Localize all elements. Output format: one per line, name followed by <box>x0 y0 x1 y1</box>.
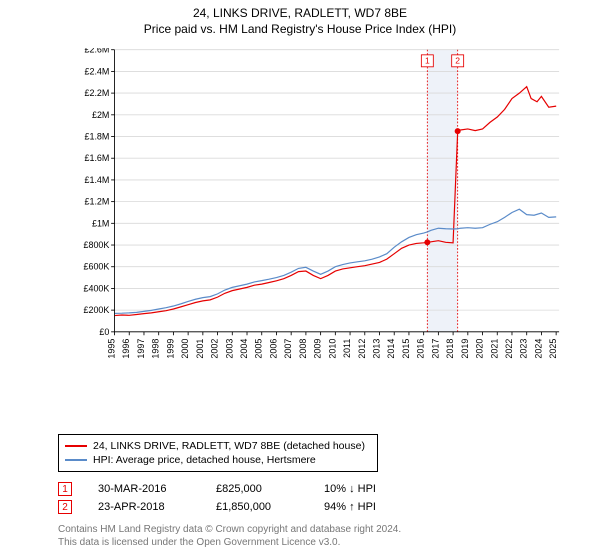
svg-text:1995: 1995 <box>107 339 117 359</box>
svg-text:2019: 2019 <box>460 339 470 359</box>
sale-price: £1,850,000 <box>216 501 306 513</box>
credits: Contains HM Land Registry data © Crown c… <box>58 524 401 549</box>
legend-box: 24, LINKS DRIVE, RADLETT, WD7 8BE (detac… <box>58 434 378 472</box>
legend-swatch <box>65 445 87 447</box>
svg-text:2002: 2002 <box>210 339 220 359</box>
svg-text:2017: 2017 <box>430 339 440 359</box>
svg-text:2007: 2007 <box>283 339 293 359</box>
svg-text:2004: 2004 <box>239 339 249 359</box>
svg-text:2023: 2023 <box>519 339 529 359</box>
sale-date: 23-APR-2018 <box>98 501 198 513</box>
svg-text:£1.2M: £1.2M <box>84 197 109 207</box>
svg-text:2010: 2010 <box>327 339 337 359</box>
sale-price: £825,000 <box>216 483 306 495</box>
legend-label: 24, LINKS DRIVE, RADLETT, WD7 8BE (detac… <box>93 440 365 452</box>
svg-text:£1.6M: £1.6M <box>84 153 109 163</box>
svg-text:2018: 2018 <box>445 339 455 359</box>
svg-text:1997: 1997 <box>136 339 146 359</box>
svg-text:1998: 1998 <box>151 339 161 359</box>
svg-text:£1.4M: £1.4M <box>84 175 109 185</box>
credits-line-1: Contains HM Land Registry data © Crown c… <box>58 524 401 537</box>
svg-text:2016: 2016 <box>416 339 426 359</box>
svg-text:£1M: £1M <box>92 218 109 228</box>
chart-plot: 1 2 £0 £200K £400K £600K £800K £1M £1.2M £1.4M £1.… <box>58 48 578 378</box>
svg-text:2: 2 <box>455 56 460 66</box>
svg-text:2013: 2013 <box>371 339 381 359</box>
legend-item: HPI: Average price, detached house, Hert… <box>65 453 371 467</box>
sale-diff: 10% ↓ HPI <box>324 483 424 495</box>
svg-text:£400K: £400K <box>83 283 109 293</box>
svg-text:2021: 2021 <box>489 339 499 359</box>
sale-row: 1 30-MAR-2016 £825,000 10% ↓ HPI <box>58 480 424 498</box>
svg-text:2024: 2024 <box>533 339 543 359</box>
chart-titles: 24, LINKS DRIVE, RADLETT, WD7 8BE Price … <box>0 0 600 36</box>
svg-text:2011: 2011 <box>342 339 352 358</box>
svg-text:2006: 2006 <box>268 339 278 359</box>
svg-text:1999: 1999 <box>165 339 175 359</box>
sale-marker: 1 <box>58 482 72 496</box>
svg-text:£600K: £600K <box>83 262 109 272</box>
legend-item: 24, LINKS DRIVE, RADLETT, WD7 8BE (detac… <box>65 439 371 453</box>
svg-text:2020: 2020 <box>475 339 485 359</box>
chart-title-1: 24, LINKS DRIVE, RADLETT, WD7 8BE <box>0 6 600 20</box>
svg-text:2022: 2022 <box>504 339 514 359</box>
svg-text:£800K: £800K <box>83 240 109 250</box>
legend-label: HPI: Average price, detached house, Hert… <box>93 454 316 466</box>
svg-text:1: 1 <box>425 56 430 66</box>
chart-title-2: Price paid vs. HM Land Registry's House … <box>0 22 600 36</box>
svg-text:2015: 2015 <box>401 339 411 359</box>
svg-text:£200K: £200K <box>83 305 109 315</box>
sales-table: 1 30-MAR-2016 £825,000 10% ↓ HPI 2 23-APR-201… <box>58 480 424 516</box>
sale-date: 30-MAR-2016 <box>98 483 198 495</box>
legend-swatch <box>65 459 87 461</box>
svg-text:2012: 2012 <box>357 339 367 359</box>
svg-text:2005: 2005 <box>254 339 264 359</box>
svg-text:2009: 2009 <box>313 339 323 359</box>
svg-text:2014: 2014 <box>386 339 396 359</box>
credits-line-2: This data is licensed under the Open Gov… <box>58 537 401 550</box>
svg-text:1996: 1996 <box>121 339 131 359</box>
svg-text:£2.4M: £2.4M <box>84 66 109 76</box>
sale-diff: 94% ↑ HPI <box>324 501 424 513</box>
svg-text:2000: 2000 <box>180 339 190 359</box>
sale-row: 2 23-APR-2018 £1,850,000 94% ↑ HPI <box>58 498 424 516</box>
svg-text:£2M: £2M <box>92 110 109 120</box>
svg-text:£1.8M: £1.8M <box>84 132 109 142</box>
svg-text:£2.6M: £2.6M <box>84 48 109 55</box>
sale-marker: 2 <box>58 500 72 514</box>
svg-text:£0: £0 <box>99 327 109 337</box>
svg-text:£2.2M: £2.2M <box>84 88 109 98</box>
svg-text:2008: 2008 <box>298 339 308 359</box>
svg-text:2001: 2001 <box>195 339 205 359</box>
svg-text:2003: 2003 <box>224 339 234 359</box>
svg-text:2025: 2025 <box>548 339 558 359</box>
